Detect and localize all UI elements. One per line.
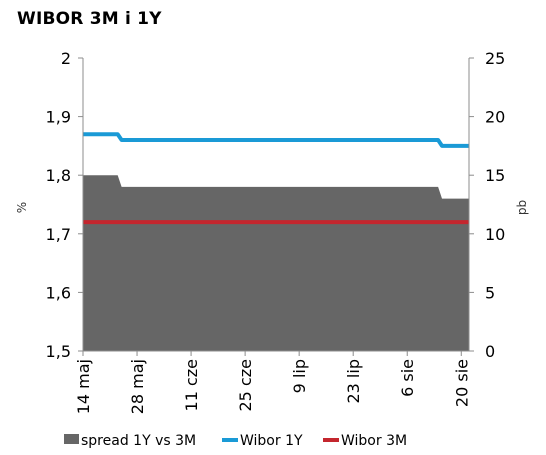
y-right-tick-label: 15 <box>485 166 505 185</box>
y-left-tick-label: 1,6 <box>46 283 71 302</box>
series-line-wibor-1y <box>83 132 469 148</box>
y-right-tick-label: 20 <box>485 108 505 127</box>
x-tick-label: 23 lip <box>344 359 363 404</box>
x-tick-label: 25 cze <box>236 359 255 411</box>
x-tick-label: 28 maj <box>128 359 147 414</box>
y-right-tick-label: 10 <box>485 225 505 244</box>
series-area-spread <box>83 175 469 351</box>
legend-swatch-spread <box>64 434 79 444</box>
y-left-tick-label: 1,8 <box>46 166 71 185</box>
x-tick-label: 9 lip <box>290 359 309 393</box>
y-right-tick-label: 25 <box>485 49 505 68</box>
x-tick-label: 14 maj <box>74 359 93 414</box>
y-left-tick-label: 1,5 <box>46 342 71 361</box>
legend-label-wibor-1y: Wibor 1Y <box>240 433 303 449</box>
y-left-tick-label: 1,7 <box>46 225 71 244</box>
y-left-tick-label: 2 <box>61 49 71 68</box>
x-tick-label: 11 cze <box>182 359 201 411</box>
legend-label-spread: spread 1Y vs 3M <box>81 433 196 449</box>
y-right-tick-label: 0 <box>485 342 495 361</box>
y-right-axis-title: pb <box>515 200 529 215</box>
x-tick-label: 20 sie <box>452 359 471 407</box>
chart-title: WIBOR 3M i 1Y <box>17 9 162 29</box>
y-left-tick-label: 1,9 <box>46 108 71 127</box>
y-left-axis-title: % <box>15 202 29 213</box>
x-tick-label: 6 sie <box>398 359 417 397</box>
y-right-tick-label: 5 <box>485 283 495 302</box>
legend-label-wibor-3m: Wibor 3M <box>341 433 407 449</box>
